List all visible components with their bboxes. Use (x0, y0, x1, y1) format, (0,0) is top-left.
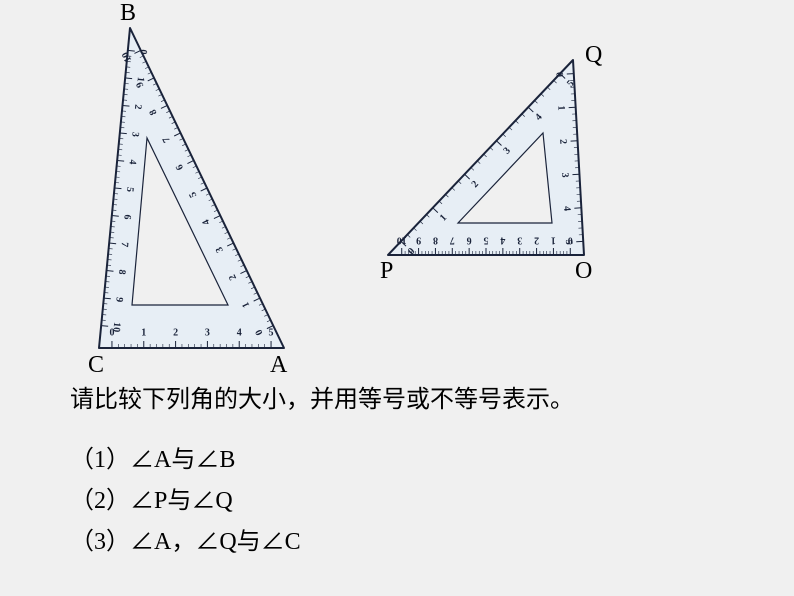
svg-text:4: 4 (500, 235, 505, 246)
svg-text:3: 3 (205, 327, 210, 338)
svg-text:3: 3 (559, 172, 570, 178)
svg-text:2: 2 (173, 327, 178, 338)
prompt-text: 请比较下列角的大小，并用等号或不等号表示。 (70, 380, 574, 421)
svg-text:0: 0 (568, 235, 573, 246)
vertex-label-C: C (88, 352, 104, 379)
svg-text:9: 9 (416, 235, 421, 246)
svg-text:9: 9 (113, 297, 124, 303)
svg-text:1: 1 (555, 105, 566, 111)
svg-text:10: 10 (397, 235, 407, 246)
svg-text:2: 2 (557, 139, 568, 145)
vertex-label-P: P (380, 258, 393, 285)
question-list: （1）∠A与∠B （2）∠P与∠Q （3）∠A，∠Q与∠C (0, 440, 301, 562)
q3: （3）∠A，∠Q与∠C (70, 522, 301, 563)
svg-text:4: 4 (561, 206, 572, 212)
q2: （2）∠P与∠Q (70, 481, 301, 522)
svg-text:4: 4 (127, 159, 138, 165)
svg-text:7: 7 (119, 241, 130, 247)
svg-text:6: 6 (121, 214, 132, 220)
q1: （1）∠A与∠B (70, 440, 301, 481)
svg-text:2: 2 (132, 104, 143, 110)
vertex-label-B: B (120, 0, 136, 27)
svg-text:1: 1 (141, 327, 146, 338)
svg-text:3: 3 (517, 235, 522, 246)
vertex-label-Q: Q (585, 42, 602, 69)
svg-text:4: 4 (237, 327, 242, 338)
svg-text:8: 8 (433, 235, 438, 246)
svg-text:5: 5 (124, 186, 135, 192)
svg-text:7: 7 (450, 235, 455, 246)
vertex-label-O: O (575, 258, 592, 285)
svg-text:5: 5 (484, 235, 489, 246)
svg-text:0: 0 (137, 49, 148, 55)
svg-text:6: 6 (467, 235, 472, 246)
svg-text:1: 1 (551, 235, 556, 246)
svg-text:2: 2 (534, 235, 539, 246)
svg-text:5: 5 (269, 327, 274, 338)
svg-text:8: 8 (116, 269, 127, 275)
vertex-label-A: A (270, 352, 287, 379)
svg-text:0: 0 (109, 327, 114, 338)
svg-text:3: 3 (129, 131, 140, 137)
